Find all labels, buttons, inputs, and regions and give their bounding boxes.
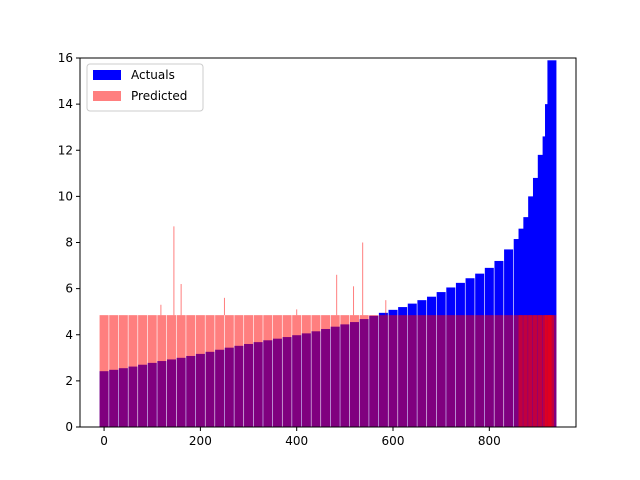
actuals-bar [537,154,547,428]
predicted-bar [321,315,331,427]
predicted-bar [407,315,417,427]
y-axis: 0 2 4 6 8 10 12 14 16 [58,51,80,434]
x-tick-label: 0 [100,434,108,448]
predicted-bar [537,315,547,427]
predicted-spike [173,226,175,316]
predicted-bar [436,315,446,427]
predicted-spike [180,284,182,316]
predicted-bar [195,315,205,427]
predicted-bar [118,315,128,427]
x-tick-label: 400 [285,434,308,448]
predicted-bar [547,315,557,427]
predicted-bar [311,315,321,427]
predicted-spike [296,309,298,316]
actuals-bar [547,60,557,428]
y-tick-label: 2 [65,374,73,388]
predicted-bar [475,315,485,427]
legend-label: Predicted [131,89,187,103]
predicted-bar [417,315,427,427]
predicted-bar [378,315,388,427]
y-tick-label: 0 [65,420,73,434]
predicted-bar [369,315,379,427]
predicted-bar [388,315,398,427]
x-tick-label: 800 [478,434,501,448]
predicted-bar [282,315,292,427]
predicted-bar [215,315,225,427]
predicted-bar [234,315,244,427]
actuals-bar [532,177,542,427]
predicted-bar [138,315,148,427]
predicted-bar [398,315,408,427]
predicted-bar [147,315,157,427]
y-tick-label: 14 [58,97,73,111]
x-axis: 0 200 400 600 800 [100,427,501,448]
predicted-bar [340,315,350,427]
legend: Actuals Predicted [86,63,204,112]
bars-layer [99,60,557,428]
y-tick-label: 8 [65,236,73,250]
x-tick-label: 600 [382,434,405,448]
legend-label: Actuals [131,68,175,82]
predicted-bar [186,315,196,427]
predicted-bar [330,315,340,427]
predicted-spike [336,274,338,316]
predicted-bar [427,315,437,427]
predicted-bar [455,315,465,427]
predicted-bar [157,315,167,427]
predicted-bar [446,315,456,427]
predicted-bar [224,315,234,427]
predicted-bar [494,315,504,427]
predicted-bar [532,315,542,427]
predicted-bar [523,315,533,427]
predicted-bar [205,315,215,427]
predicted-bar [292,315,302,427]
y-tick-label: 12 [58,143,73,157]
predicted-bar [301,315,311,427]
predicted-spike [353,286,355,316]
predicted-bar [349,315,359,427]
y-tick-label: 16 [58,51,73,65]
predicted-bar [359,315,369,427]
predicted-bar [166,315,176,427]
predicted-bar [465,315,475,427]
predicted-bar [513,315,523,427]
predicted-bar [518,315,528,427]
predicted-spike [223,297,225,316]
legend-swatch [93,70,121,80]
predicted-bar [244,315,254,427]
predicted-bar [484,315,494,427]
y-tick-label: 6 [65,282,73,296]
predicted-bar [253,315,263,427]
predicted-bar [109,315,119,427]
predicted-spike [385,300,387,316]
predicted-spike [160,304,162,316]
spikes-layer [160,226,387,316]
predicted-spike [362,242,364,316]
predicted-bar [528,315,538,427]
x-tick-label: 200 [189,434,212,448]
predicted-bar [272,315,282,427]
legend-swatch [93,91,121,101]
predicted-bar [176,315,186,427]
predicted-bar [263,315,273,427]
y-tick-label: 4 [65,328,73,342]
predicted-bar [99,315,109,427]
predicted-bar [504,315,514,427]
actuals-bar [528,196,538,427]
predicted-bar [128,315,138,427]
y-tick-label: 10 [58,189,73,203]
